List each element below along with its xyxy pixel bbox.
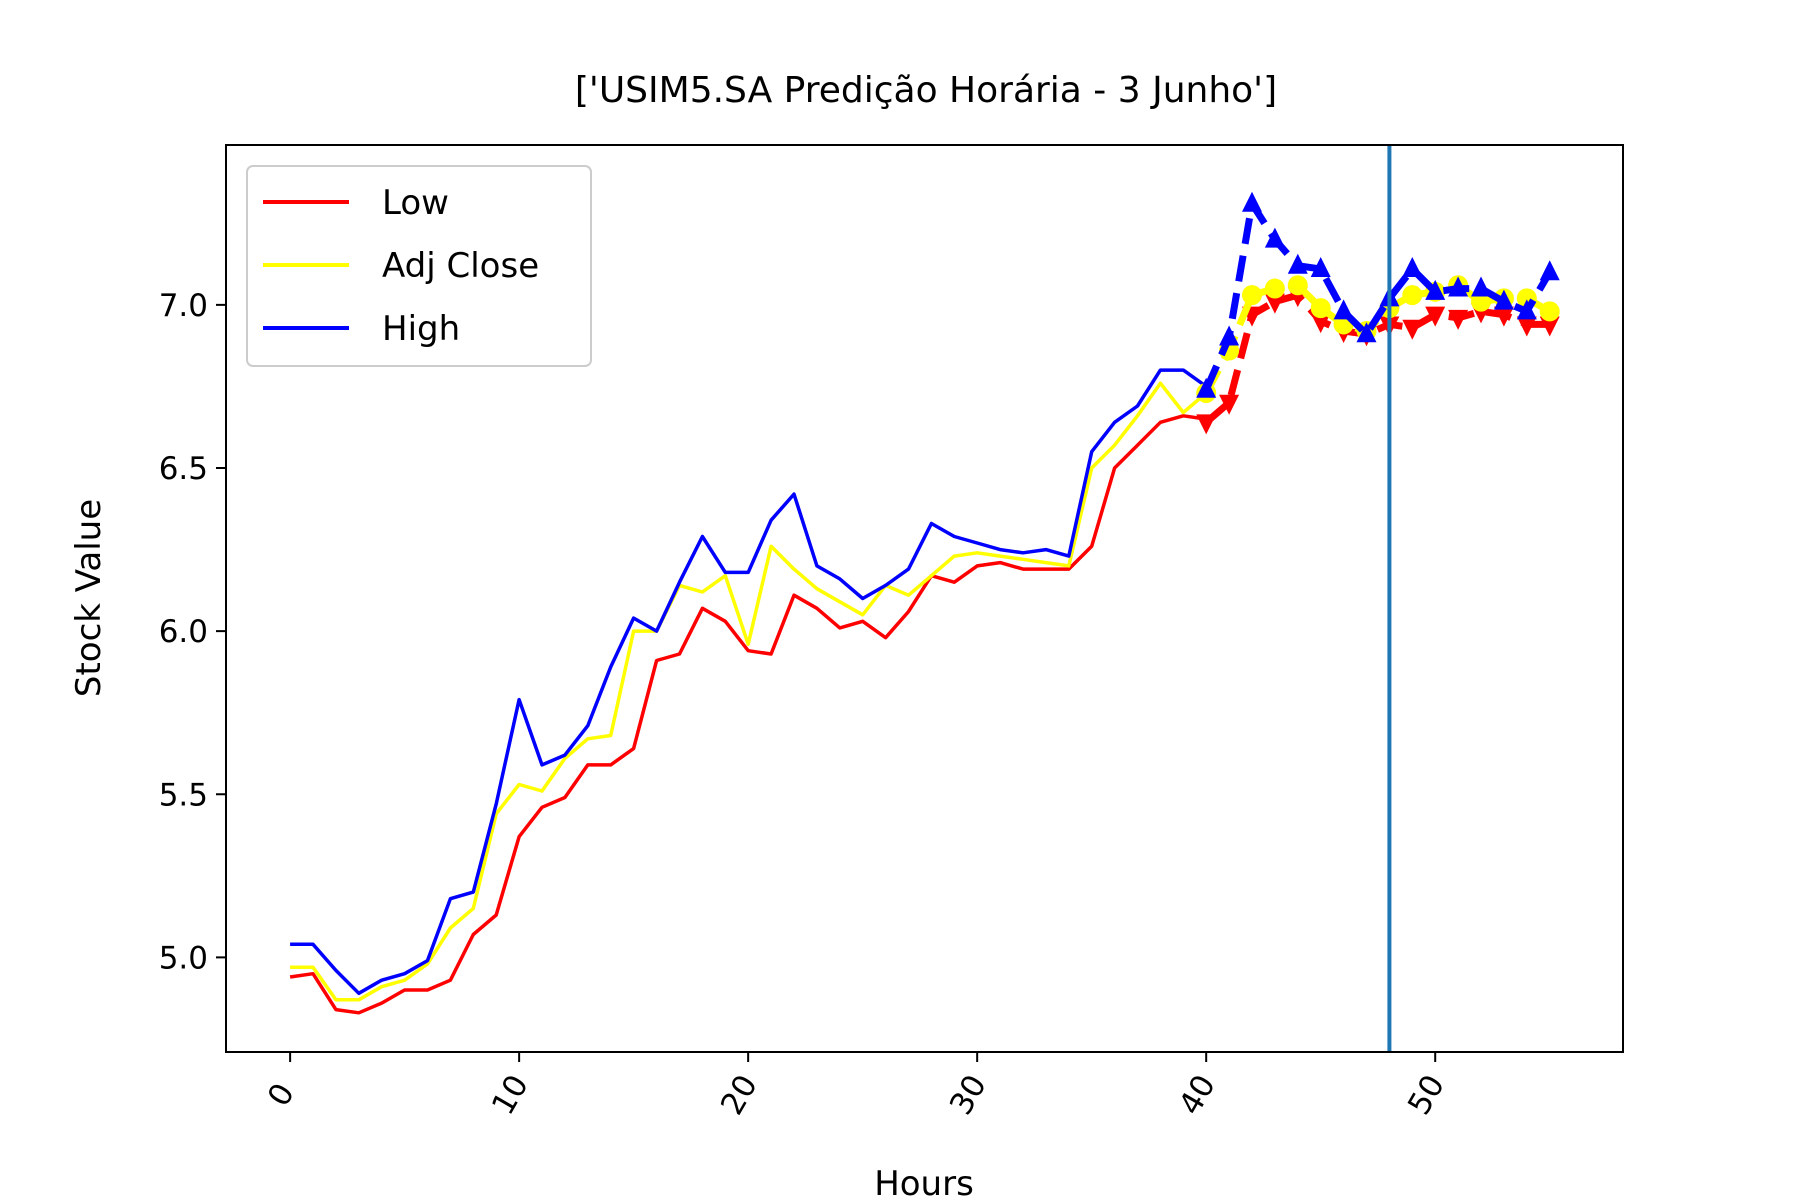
prediction-point-low [1264,293,1285,314]
y-axis: 5.0 5.5 6.0 6.5 7.0 [159,288,226,976]
x-axis: 0 10 20 30 40 50 [261,1052,1452,1121]
prediction-line-adj-close [1203,281,1552,395]
prediction-point-high [1264,227,1285,248]
prediction-point-high [1539,260,1560,281]
prediction-point-high [1471,276,1492,297]
y-axis-label: Stock Value [69,499,109,697]
prediction-point-high [1241,191,1262,212]
x-tick-label: 10 [485,1069,536,1121]
prediction-point-low [1402,319,1423,340]
prediction-point-adj-close [1241,285,1262,306]
prediction-point-high [1493,289,1514,310]
prediction-point-high [1425,279,1446,300]
y-tick-label: 5.5 [159,777,208,813]
prediction-point-high [1516,299,1537,320]
prediction-point-low [1219,394,1240,415]
series-line-adj-close [290,381,1208,1002]
prediction-point-high [1196,377,1217,398]
prediction-point-low [1516,316,1537,337]
x-tick-label: 30 [943,1069,994,1121]
legend-label-low: Low [382,183,449,223]
y-tick-label: 5.0 [159,940,208,976]
prediction-point-high [1287,253,1308,274]
prediction-point-high [1333,299,1354,320]
x-tick-label: 20 [714,1069,765,1121]
legend-box [246,165,592,367]
x-axis-label: Hours [874,1164,974,1200]
plot-layer [289,145,1560,1052]
prediction-point-adj-close [1264,278,1285,299]
prediction-point-low [1493,306,1514,327]
series-line-low [289,414,1207,1015]
x-tick-label: 0 [261,1077,302,1112]
prediction-point-adj-close [1287,275,1308,296]
prediction-point-adj-close [1471,291,1492,312]
prediction-point-adj-close [1539,301,1560,322]
y-tick-label: 6.5 [159,451,208,487]
prediction-point-low [1310,313,1331,334]
prediction-point-high [1356,322,1377,343]
prediction-point-high [1402,256,1423,277]
prediction-line-high [1202,200,1553,392]
prediction-point-low [1196,414,1217,435]
y-tick-label: 7.0 [159,288,208,324]
plot-frame [225,144,1624,1053]
y-tick-label: 6.0 [159,614,208,650]
legend: Low Adj Close High [246,165,592,367]
prediction-point-high [1448,276,1469,297]
plot-area [289,191,1560,1015]
x-tick-label: 40 [1172,1069,1223,1121]
series-line-high [290,368,1208,996]
legend-label-high: High [382,309,460,349]
x-tick-label: 50 [1401,1069,1452,1121]
chart-title: ['USIM5.SA Predição Horária - 3 Junho'] [575,70,1277,111]
prediction-point-low [1448,309,1469,330]
prediction-line-low [1203,291,1550,425]
prediction-point-low [1425,306,1446,327]
prediction-point-adj-close [1402,285,1423,306]
legend-label-adj-close: Adj Close [382,246,539,286]
prediction-point-high [1219,325,1240,346]
prediction-point-high [1310,256,1331,277]
prediction-point-low [1539,316,1560,337]
prediction-point-adj-close [1310,298,1331,319]
